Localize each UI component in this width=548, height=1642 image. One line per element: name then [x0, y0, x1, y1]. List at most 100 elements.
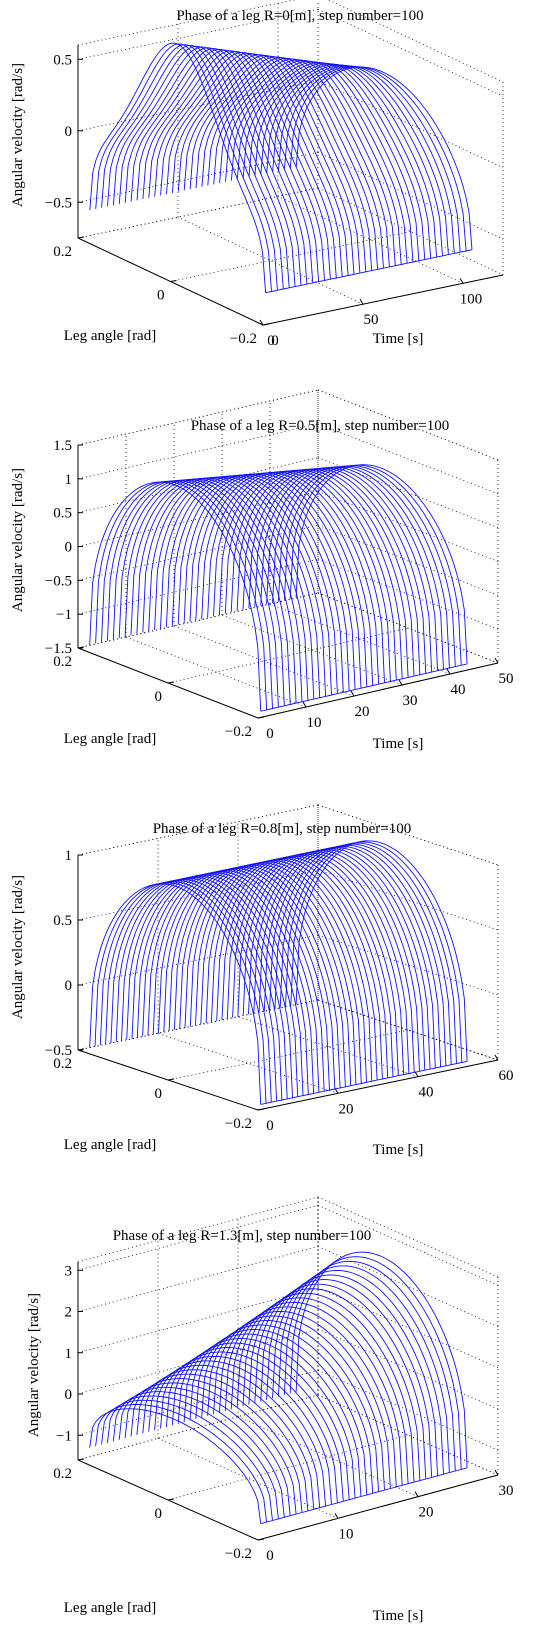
surface-curve — [160, 51, 337, 279]
grid-line — [317, 869, 499, 931]
surface-curve — [278, 65, 455, 254]
z-tick-label: 1 — [65, 472, 73, 488]
surface-curve — [89, 481, 262, 712]
surface-curve — [224, 1306, 397, 1487]
grid-line — [167, 1434, 409, 1501]
grid-line — [317, 491, 499, 562]
grid-line — [317, 524, 499, 596]
surface-curve — [266, 64, 443, 256]
grid-line — [317, 80, 504, 169]
x-tick-label: −0.2 — [230, 331, 257, 347]
surface-curve — [283, 1260, 456, 1472]
surface-curve — [201, 1324, 374, 1494]
surface-curve — [136, 48, 314, 283]
surface-curve — [124, 47, 302, 286]
grid-line — [77, 1287, 319, 1354]
y-tick — [494, 1054, 499, 1061]
surface-curve — [290, 841, 463, 1063]
surface-curve — [274, 844, 447, 1066]
x-tick-label: −0.2 — [225, 1546, 252, 1562]
grid-line — [170, 231, 411, 282]
panel-3-title: Phase of a leg R=0.8[m], step number=100 — [153, 821, 412, 837]
surface-curve — [289, 66, 467, 252]
surface-curve — [213, 1315, 385, 1491]
z-tick-label: 0 — [65, 540, 73, 556]
panel-4-title: Phase of a leg R=1.3[m], step number=100 — [113, 1228, 372, 1244]
grid-line — [77, 1246, 319, 1312]
y-tick-label: 0 — [266, 1548, 274, 1564]
y-tick-label: 100 — [460, 291, 483, 307]
x-tick-label: 0 — [155, 1086, 163, 1102]
z-tick-label: −0.5 — [45, 195, 72, 211]
surface-curve — [110, 878, 283, 1101]
z-tick-label: 1 — [65, 1346, 73, 1362]
surface-curve — [112, 479, 285, 706]
grid-line — [317, 1196, 499, 1278]
panel-2-surface — [89, 464, 468, 712]
z-tick-label: 3 — [65, 1263, 73, 1279]
surface-curve — [95, 1404, 268, 1523]
surface-curve — [189, 1333, 362, 1497]
surface-curve — [254, 467, 427, 674]
y-tick — [350, 690, 355, 697]
surface-curve — [277, 1265, 450, 1473]
surface-curve — [272, 1270, 444, 1475]
grid-line — [77, 187, 319, 239]
surface-curve — [171, 53, 349, 276]
surface-curve — [289, 1256, 462, 1470]
grid-line — [77, 151, 319, 203]
grid-line — [77, 1369, 319, 1436]
surface-curve — [266, 466, 439, 671]
surface-curve — [218, 1310, 391, 1489]
x-axis — [77, 237, 264, 326]
surface-curve — [136, 873, 309, 1095]
grid-line — [157, 1437, 339, 1519]
panel-2-zlabel: Angular velocity [rad/s] — [10, 468, 26, 612]
panel-1-grid: 0.5 0 −0.5 0 50 100 0 0.2 0 −0.2 — [45, 0, 504, 349]
x-axis — [77, 1459, 259, 1541]
y-axis — [262, 274, 504, 326]
panel-4-zlabel: Angular velocity [rad/s] — [26, 1293, 42, 1437]
y-tick — [459, 278, 464, 284]
surface-curve — [289, 464, 462, 666]
grid-line — [77, 1204, 319, 1271]
surface-curve — [260, 467, 433, 673]
grid-line — [221, 614, 403, 686]
surface-curve — [213, 58, 390, 267]
grid-line — [77, 8, 319, 60]
z-tick-label: −0.5 — [45, 1043, 72, 1059]
surface-rail — [265, 249, 473, 294]
surface-curve — [106, 480, 279, 708]
y-tick — [302, 701, 307, 708]
surface-curve — [254, 1283, 427, 1480]
surface-curve — [154, 476, 327, 697]
surface-curve — [118, 46, 296, 287]
surface-curve — [283, 65, 461, 253]
x-tick-label: 0.2 — [53, 1056, 72, 1072]
y-tick-label: 0 — [266, 1118, 274, 1134]
surface-curve — [160, 475, 332, 696]
panel-2-title: Phase of a leg R=0.5[m], step number=100 — [191, 418, 450, 434]
grid-line — [317, 558, 499, 630]
z-tick-label: 0 — [65, 124, 73, 140]
surface-curve — [142, 1369, 315, 1510]
surface-curve — [101, 480, 273, 709]
surface-curve — [136, 1373, 309, 1511]
panel-1: 0.5 0 −0.5 0 50 100 0 0.2 0 −0.2 Phase of a leg R… — [10, 0, 504, 349]
surface-curve — [295, 66, 473, 250]
y-tick — [494, 657, 499, 664]
y-tick-label: 0 — [266, 726, 274, 742]
surface-rail — [260, 663, 468, 712]
surface-curve — [142, 477, 315, 700]
y-tick-label: 40 — [451, 682, 466, 698]
surface-curve — [248, 1288, 421, 1481]
surface-curve — [266, 1274, 439, 1476]
y-tick-label: 40 — [419, 1085, 434, 1101]
panel-1-ylabel: Time [s] — [373, 331, 424, 347]
y-tick — [359, 298, 364, 305]
surface-curve — [283, 465, 456, 667]
surface-curve — [118, 479, 291, 705]
surface-curve — [115, 877, 288, 1099]
y-tick-label: 0 — [267, 333, 275, 349]
z-tick-label: −1.5 — [45, 641, 72, 657]
